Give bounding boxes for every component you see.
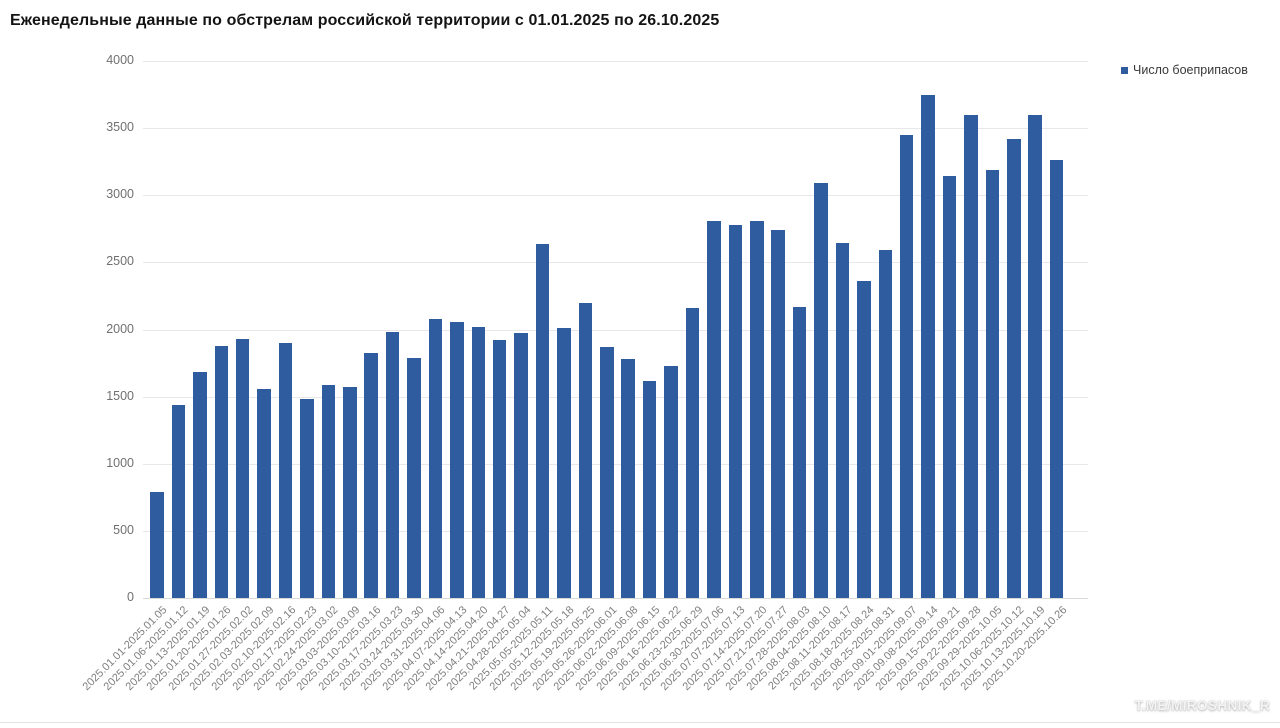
- bar: [364, 352, 378, 598]
- bar: [942, 175, 957, 598]
- bar: [857, 281, 871, 598]
- bar: [385, 332, 400, 598]
- y-axis-label: 2000: [106, 321, 134, 336]
- bar: [235, 338, 250, 598]
- bar: [728, 224, 743, 598]
- y-axis-label: 1500: [106, 388, 134, 403]
- bar: [257, 389, 271, 598]
- bar: [835, 242, 850, 598]
- bar: [278, 342, 293, 598]
- chart-bottom-border: [0, 722, 1280, 723]
- bar: [321, 385, 336, 598]
- chart-title: Еженедельные данные по обстрелам российс…: [10, 12, 720, 29]
- bar: [450, 322, 464, 598]
- legend-label: Число боеприпасов: [1133, 63, 1248, 77]
- bar: [642, 380, 657, 598]
- y-axis-label: 0: [127, 590, 134, 604]
- legend-marker-icon: [1121, 66, 1128, 74]
- bar: [921, 95, 935, 598]
- bar: [428, 319, 443, 598]
- gridline: [143, 262, 1088, 264]
- bar: [193, 372, 207, 598]
- bar: [664, 366, 678, 598]
- bar: [578, 303, 593, 598]
- gridline: [143, 195, 1088, 197]
- y-axis-label: 3000: [106, 187, 134, 202]
- bar: [1049, 160, 1064, 598]
- legend: Число боеприпасов: [1121, 63, 1248, 77]
- bar: [878, 250, 893, 598]
- watermark: T.ME/MIROSHNIK_R: [1134, 698, 1270, 713]
- gridline: [143, 396, 1088, 398]
- gridline: [143, 128, 1088, 130]
- y-axis-label: 3500: [106, 120, 134, 135]
- gridline: [143, 530, 1088, 532]
- bar: [343, 387, 357, 598]
- bar: [300, 399, 314, 598]
- bar: [964, 114, 978, 598]
- bar: [407, 358, 421, 598]
- bar: [471, 326, 486, 598]
- bar: [535, 243, 550, 598]
- bar: [621, 359, 635, 598]
- y-axis-label: 500: [113, 522, 134, 537]
- gridline: [143, 463, 1088, 465]
- gridline: [143, 598, 1088, 599]
- bar: [1007, 138, 1021, 598]
- bar: [771, 230, 785, 598]
- bar: [814, 183, 828, 598]
- bar: [150, 491, 164, 598]
- bar: [707, 220, 721, 598]
- bar: [514, 332, 528, 598]
- bar: [171, 404, 186, 598]
- gridline: [143, 329, 1088, 331]
- y-axis-label: 4000: [106, 53, 134, 67]
- gridline: [143, 61, 1088, 62]
- bar: [750, 221, 764, 598]
- bar: [492, 340, 507, 598]
- bar: [214, 345, 228, 598]
- bar: [1028, 114, 1042, 598]
- bar: [600, 346, 614, 598]
- y-axis-label: 2500: [106, 254, 134, 269]
- bar: [985, 170, 1000, 598]
- bar: [685, 308, 700, 598]
- bar: [899, 134, 914, 598]
- bar: [792, 306, 807, 598]
- bar: [557, 328, 571, 598]
- y-axis-label: 1000: [106, 455, 134, 470]
